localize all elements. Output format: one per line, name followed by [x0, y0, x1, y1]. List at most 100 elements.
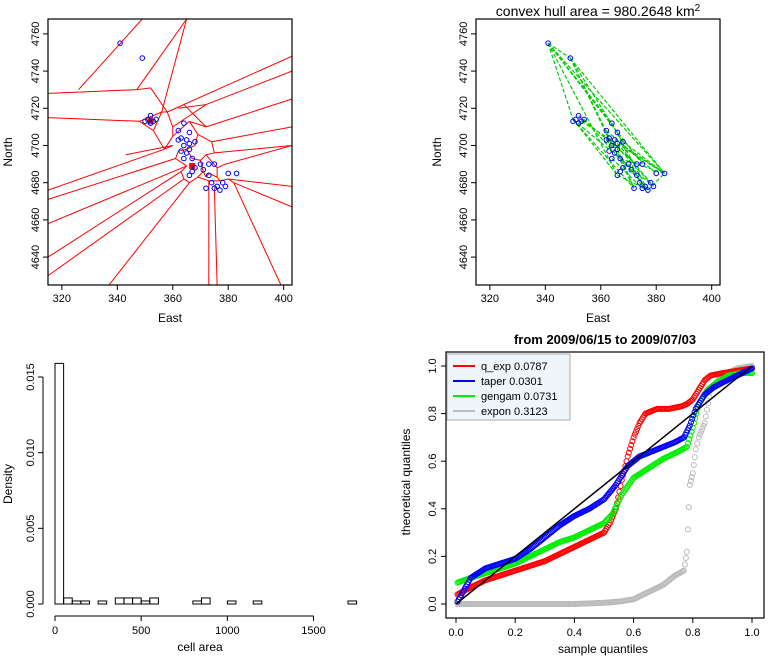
hull-axes: 320 340 360 380 400 4640 4660 4680 4700 4720 4740 4…: [458, 22, 721, 305]
y-tick-label: 0.0: [427, 596, 439, 611]
qq-point: [632, 428, 639, 435]
hull-edge: [628, 163, 649, 191]
station-point: [206, 161, 212, 167]
voronoi-edge: [178, 148, 187, 152]
qq-point: [627, 445, 634, 452]
y-tick-label: 0.6: [427, 454, 439, 469]
station-point: [611, 150, 618, 156]
station-point: [614, 129, 621, 136]
hull-edge: [569, 57, 624, 143]
y-tick-label: 4740: [458, 59, 470, 83]
qq-point: [689, 470, 696, 477]
qq-point: [688, 474, 695, 481]
hull-edge: [611, 158, 643, 189]
histogram-bar: [201, 597, 211, 605]
x-tick-label: 0.4: [567, 627, 582, 639]
histogram-bar: [192, 600, 203, 605]
hull-edge: [608, 137, 654, 187]
x-tick-label: 400: [703, 293, 721, 305]
qq-legend: q_exp 0.0787 taper 0.0301 gengam 0.0731 exp…: [446, 353, 571, 421]
voronoi-edge: [205, 152, 215, 156]
histogram-bar: [226, 600, 237, 605]
qq-y-label: theoretical quantiles: [399, 429, 413, 536]
hull-edge: [572, 119, 635, 189]
histogram-plot-area: [54, 362, 358, 605]
qq-point: [631, 431, 638, 438]
station-point: [650, 183, 657, 190]
qq-point: [630, 434, 637, 441]
voronoi-edge: [183, 178, 190, 184]
station-point: [189, 168, 195, 175]
y-tick-label: 1.0: [427, 358, 439, 373]
x-tick-label: 320: [481, 293, 499, 305]
voronoi-plot-area: [48, 19, 292, 285]
station-point: [603, 127, 610, 134]
histogram-panel: 0 500 1000 1500 0.000 0.005 0.010 0.015 cell ar…: [1, 362, 358, 654]
y-tick-label: 4640: [458, 245, 470, 269]
x-tick-label: 320: [53, 293, 71, 305]
qq-title: from 2009/06/15 to 2009/07/03: [514, 332, 696, 347]
voronoi-edge: [172, 104, 207, 128]
y-tick-label: 4740: [30, 59, 42, 83]
station-point: [647, 179, 654, 186]
station-point: [634, 172, 640, 179]
x-tick-label: 0.6: [626, 627, 641, 639]
histogram-bar: [71, 600, 82, 605]
legend-label: expon 0.3123: [481, 406, 548, 418]
voronoi-edge: [189, 176, 199, 184]
voronoi-axes: 320 340 360 380 400 4640 4660 4680 4700 4720 4740 4…: [30, 22, 293, 305]
qq-plot-area: [454, 363, 755, 607]
qq-point: [628, 442, 635, 449]
station-point: [609, 142, 615, 149]
y-tick-label: 4720: [30, 96, 42, 120]
qq-point: [694, 440, 701, 447]
qq-point: [691, 409, 698, 416]
hull-edge: [647, 172, 665, 191]
qq-point: [686, 482, 693, 488]
histogram-bar: [63, 597, 73, 605]
y-tick-label: 0.8: [427, 406, 439, 421]
station-point: [570, 118, 576, 125]
voronoi-edge: [188, 121, 199, 135]
p2-marks: [545, 40, 668, 193]
y-tick-label: 4760: [30, 22, 42, 46]
station-point: [181, 155, 187, 162]
station-point: [183, 150, 190, 156]
station-point: [609, 155, 615, 162]
histogram-bar: [347, 600, 358, 605]
y-tick-label: 4760: [458, 22, 470, 46]
voronoi-edge: [78, 19, 143, 91]
qq-x-label: sample quantiles: [558, 642, 648, 656]
voronoi-edge: [227, 178, 235, 184]
x-tick-label: 0.2: [508, 627, 523, 639]
voronoi-edge: [48, 89, 137, 94]
y-tick-label: 4680: [30, 170, 42, 194]
x-tick-label: 1000: [215, 625, 239, 637]
voronoi-edge: [211, 141, 215, 154]
voronoi-edge: [233, 182, 292, 208]
qq-point: [691, 454, 698, 461]
qq-point: [689, 415, 696, 422]
station-point: [661, 170, 668, 177]
qq-panel: from 2009/06/15 to 2009/07/03 0.0 0.2 0.4 0…: [399, 332, 765, 656]
hull-edge: [547, 42, 613, 124]
voronoi-x-label: East: [158, 311, 183, 325]
voronoi-edge: [202, 171, 207, 178]
voronoi-edge: [136, 87, 151, 91]
voronoi-y-label: North: [1, 137, 15, 166]
station-point: [653, 170, 660, 177]
station-point: [175, 137, 182, 143]
reference-line: [455, 365, 753, 605]
qq-point: [701, 420, 708, 427]
station-point: [186, 129, 193, 136]
y-tick-label: 0.005: [25, 515, 37, 543]
qq-point: [681, 561, 688, 568]
qq-point: [684, 526, 691, 533]
x-tick-label: 360: [592, 293, 610, 305]
hull-edge: [622, 141, 665, 174]
station-point: [634, 161, 640, 167]
station-point: [186, 146, 193, 153]
station-point: [192, 165, 198, 171]
station-point: [614, 140, 621, 147]
voronoi-edge: [197, 171, 204, 178]
